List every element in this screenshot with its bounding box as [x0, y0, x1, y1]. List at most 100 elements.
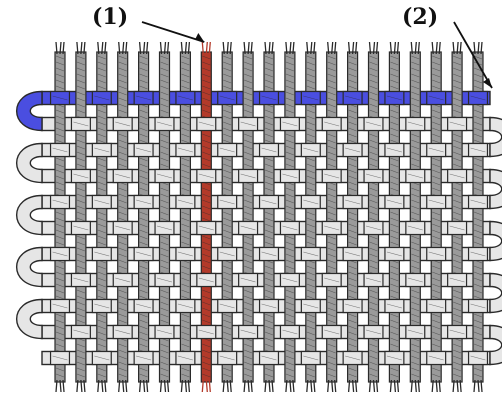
warp-texture — [348, 277, 357, 282]
warp-texture — [327, 151, 336, 156]
weft-texture — [428, 95, 444, 101]
warp-texture — [411, 235, 420, 240]
warp-texture — [202, 301, 211, 306]
warp-fringe — [142, 41, 146, 55]
weft-texture — [428, 147, 444, 153]
warp-texture — [411, 103, 420, 108]
warp-texture — [243, 55, 253, 60]
warp-texture — [181, 79, 190, 84]
warp-texture — [181, 241, 190, 246]
warp-texture — [97, 175, 106, 180]
warp-texture — [327, 247, 336, 252]
warp-texture — [243, 265, 253, 270]
warp-texture — [76, 79, 86, 84]
weft-texture — [470, 147, 486, 153]
warp-texture — [118, 355, 127, 360]
warp-texture — [202, 235, 211, 240]
warp-texture — [473, 115, 483, 120]
warp-texture — [327, 307, 336, 312]
warp-fringe — [292, 41, 295, 55]
warp-texture — [160, 355, 169, 360]
warp-fringe — [125, 379, 128, 393]
warp-texture — [452, 295, 462, 300]
warp-fringe — [145, 41, 149, 55]
warp-texture — [452, 157, 462, 162]
warp-texture — [139, 61, 148, 66]
warp-texture — [285, 295, 295, 300]
warp-texture — [473, 187, 483, 192]
warp-fringe — [187, 379, 191, 393]
callout-arrowhead-2 — [483, 78, 492, 88]
warp-texture — [369, 295, 378, 300]
warp-texture — [432, 211, 441, 216]
warp-texture — [76, 349, 86, 354]
warp-texture — [473, 211, 483, 216]
warp-texture — [327, 313, 336, 318]
warp-texture — [76, 103, 86, 108]
warp-texture — [264, 313, 274, 318]
warp-texture — [243, 187, 253, 192]
warp-fringe — [208, 379, 211, 393]
warp-texture — [369, 349, 378, 354]
warp-texture — [264, 235, 274, 240]
warp-texture — [411, 211, 420, 216]
warp-texture — [243, 193, 253, 198]
warp-texture — [473, 139, 483, 144]
weft-texture — [219, 251, 235, 257]
warp-fringe — [351, 41, 355, 55]
warp-texture — [160, 217, 169, 222]
warp-texture — [390, 79, 399, 84]
warp-fringe — [331, 41, 334, 55]
warp-texture — [118, 211, 127, 216]
warp-texture — [202, 259, 211, 264]
warp-texture — [76, 73, 86, 78]
weft-texture — [449, 225, 465, 231]
warp-texture — [160, 205, 169, 210]
warp-texture — [223, 271, 232, 276]
warp-texture — [452, 85, 462, 90]
warp-texture — [202, 193, 211, 198]
warp-texture — [473, 367, 483, 372]
warp-texture — [181, 217, 190, 222]
warp-texture — [285, 91, 295, 96]
warp-texture — [118, 343, 127, 348]
warp-texture — [452, 91, 462, 96]
warp-texture — [76, 109, 86, 114]
warp-fringe — [247, 41, 250, 55]
warp-texture — [473, 67, 483, 72]
warp-texture — [76, 373, 86, 378]
warp-texture — [55, 115, 65, 120]
warp-texture — [432, 217, 441, 222]
weft-texture — [94, 303, 110, 309]
warp-texture — [452, 145, 462, 150]
weft-texture — [240, 277, 256, 283]
weft-texture — [386, 251, 402, 257]
warp-texture — [285, 343, 295, 348]
warp-texture — [306, 289, 315, 294]
warp-texture — [473, 181, 483, 186]
warp-texture — [348, 265, 357, 270]
warp-texture — [139, 367, 148, 372]
warp-texture — [327, 235, 336, 240]
warp-texture — [369, 367, 378, 372]
warp-texture — [202, 217, 211, 222]
warp-texture — [160, 193, 169, 198]
warp-texture — [55, 235, 65, 240]
warp-texture — [264, 121, 274, 126]
warp-texture — [202, 61, 211, 66]
warp-texture — [473, 331, 483, 336]
weft-crossings-layer — [49, 90, 489, 366]
warp-texture — [306, 61, 315, 66]
weft-texture — [136, 199, 152, 205]
warp-texture — [202, 151, 211, 156]
weft-texture — [115, 329, 131, 335]
weft-texture — [94, 147, 110, 153]
warp-fringe — [372, 379, 376, 393]
warp-texture — [411, 295, 420, 300]
warp-texture — [411, 349, 420, 354]
warp-texture — [55, 181, 65, 186]
warp-fringe — [289, 41, 292, 55]
weft-texture — [240, 173, 256, 179]
weft-texture — [345, 95, 361, 101]
